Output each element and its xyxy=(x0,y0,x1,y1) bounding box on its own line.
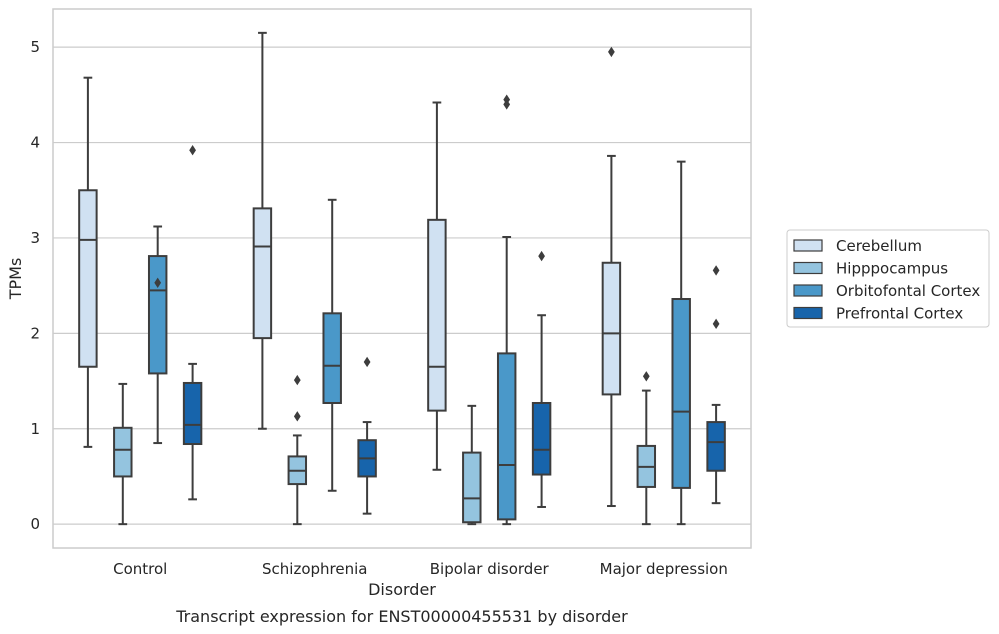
legend-swatch xyxy=(793,306,823,320)
box-series-layer xyxy=(78,31,726,526)
box-iqr xyxy=(671,298,691,489)
box-1-1 xyxy=(287,374,308,526)
box-3-0 xyxy=(601,46,622,508)
box-1-3 xyxy=(357,356,377,515)
outlier-point xyxy=(293,374,301,386)
x-tick-label: Major depression xyxy=(600,560,728,578)
chart-caption: Transcript expression for ENST0000045553… xyxy=(175,607,628,626)
gridlines xyxy=(53,46,751,525)
legend-label: Hipppocampus xyxy=(836,260,948,278)
legend-label: Cerebellum xyxy=(836,237,922,255)
box-1-0 xyxy=(252,31,273,430)
box-iqr xyxy=(113,426,133,478)
outlier-point xyxy=(642,371,650,382)
y-tick-label: 0 xyxy=(30,515,40,533)
outlier-point xyxy=(712,318,720,329)
y-axis-title: TPMs xyxy=(6,258,25,301)
y-tick-label: 2 xyxy=(30,324,40,342)
y-tick-label: 5 xyxy=(30,38,40,56)
y-tick-label: 1 xyxy=(30,420,40,438)
box-2-0 xyxy=(427,101,447,471)
box-iqr xyxy=(427,218,447,412)
box-iqr xyxy=(601,261,622,396)
y-tick-label: 3 xyxy=(30,229,40,247)
box-iqr xyxy=(182,381,203,446)
x-axis-ticks: Control Schizophrenia Bipolar disorder Majo… xyxy=(113,560,728,578)
legend-swatch xyxy=(793,261,823,275)
box-iqr xyxy=(322,312,342,404)
box-0-3 xyxy=(182,145,203,501)
legend: Cerebellum Hipppocampus Orbitofontal Corte… xyxy=(786,229,990,328)
box-iqr xyxy=(706,421,726,472)
box-3-3 xyxy=(706,265,726,505)
box-iqr xyxy=(531,401,552,476)
x-axis-title: Disorder xyxy=(368,580,436,599)
y-tick-label: 4 xyxy=(30,134,40,152)
y-axis-ticks: 0 1 2 3 4 5 xyxy=(30,38,40,533)
outlier-point xyxy=(154,277,162,288)
outlier-point xyxy=(503,94,511,105)
box-iqr xyxy=(147,255,168,375)
box-3-2 xyxy=(671,160,691,526)
x-tick-label: Bipolar disorder xyxy=(430,560,550,578)
box-0-2 xyxy=(147,225,168,445)
box-iqr xyxy=(78,189,98,368)
box-2-1 xyxy=(462,404,482,526)
box-0-1 xyxy=(113,382,133,526)
outlier-point xyxy=(608,46,615,58)
x-tick-label: Control xyxy=(113,560,167,578)
legend-swatch xyxy=(793,239,823,252)
outlier-point xyxy=(293,411,301,422)
outlier-point xyxy=(538,250,545,262)
legend-frame xyxy=(786,229,990,328)
box-2-3 xyxy=(531,250,552,508)
box-3-1 xyxy=(636,371,657,526)
box-1-2 xyxy=(322,198,342,492)
outlier-point xyxy=(712,265,720,276)
box-0-0 xyxy=(78,76,98,448)
outlier-point xyxy=(363,356,371,368)
box-iqr xyxy=(252,207,273,340)
legend-label: Orbitofontal Cortex xyxy=(836,282,980,300)
plot-area-frame xyxy=(52,8,752,549)
outlier-point xyxy=(189,145,196,156)
x-tick-label: Schizophrenia xyxy=(262,560,367,578)
legend-swatch xyxy=(793,284,823,297)
box-2-2 xyxy=(496,94,517,526)
legend-label: Prefrontal Cortex xyxy=(836,305,963,323)
box-iqr xyxy=(496,352,517,521)
box-iqr xyxy=(462,451,482,524)
